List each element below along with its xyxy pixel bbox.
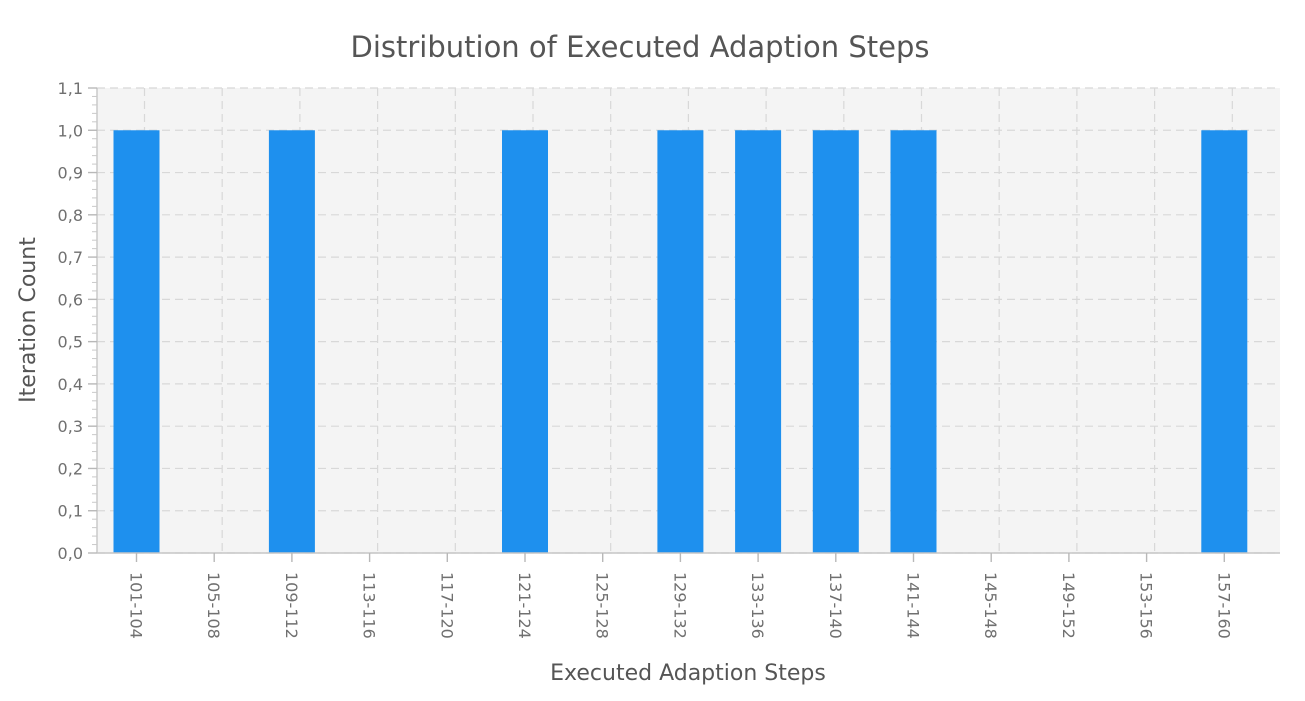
x-tick-label: 157-160 bbox=[1214, 572, 1233, 639]
y-tick-label: 0,8 bbox=[58, 206, 83, 225]
y-tick-label: 0,3 bbox=[58, 417, 83, 436]
x-tick-label: 101-104 bbox=[127, 572, 146, 639]
bar-133-136 bbox=[735, 130, 782, 554]
y-tick-label: 0,1 bbox=[58, 502, 83, 521]
x-tick-label: 133-136 bbox=[748, 572, 767, 639]
bar-157-160 bbox=[1201, 130, 1248, 554]
x-tick-label: 149-152 bbox=[1059, 572, 1078, 639]
x-tick-label: 141-144 bbox=[904, 572, 923, 639]
bar-101-104 bbox=[113, 130, 160, 554]
y-tick-label: 0,0 bbox=[58, 544, 83, 563]
bar-141-144 bbox=[890, 130, 937, 554]
y-tick-label: 0,2 bbox=[58, 459, 83, 478]
bar-109-112 bbox=[268, 130, 315, 554]
y-axis-ticks: 0,0 0,1 0,2 0,3 0,4 0,5 0,6 0,7 0,8 0,9 1,0 1,1 bbox=[58, 79, 97, 563]
x-tick-label: 125-128 bbox=[593, 572, 612, 639]
x-tick-label: 113-116 bbox=[360, 572, 379, 639]
x-tick-label: 105-108 bbox=[204, 572, 223, 639]
y-tick-label: 1,1 bbox=[58, 79, 83, 98]
x-axis-ticks: 101-104 105-108 109-112 113-116 117-120 121-1… bbox=[127, 553, 1233, 639]
x-tick-label: 129-132 bbox=[670, 572, 689, 639]
x-tick-label: 145-148 bbox=[981, 572, 1000, 639]
y-axis-label: Iteration Count bbox=[16, 237, 41, 403]
axes bbox=[96, 88, 1280, 554]
x-tick-label: 153-156 bbox=[1137, 572, 1156, 639]
bar-137-140 bbox=[812, 130, 859, 554]
x-tick-label: 117-120 bbox=[437, 572, 456, 639]
y-tick-label: 0,7 bbox=[58, 248, 83, 267]
x-tick-label: 137-140 bbox=[826, 572, 845, 639]
y-tick-label: 0,4 bbox=[58, 375, 83, 394]
bar-series bbox=[113, 130, 1248, 554]
x-axis-label: Executed Adaption Steps bbox=[550, 661, 826, 686]
chart-title: Distribution of Executed Adaption Steps bbox=[351, 30, 930, 64]
y-tick-label: 1,0 bbox=[58, 121, 83, 140]
y-tick-label: 0,5 bbox=[58, 333, 83, 352]
x-tick-label: 121-124 bbox=[515, 572, 534, 639]
bar-129-132 bbox=[657, 130, 704, 554]
y-tick-label: 0,6 bbox=[58, 290, 83, 309]
bar-121-124 bbox=[502, 130, 548, 554]
x-tick-label: 109-112 bbox=[282, 572, 301, 639]
y-tick-label: 0,9 bbox=[58, 164, 83, 183]
